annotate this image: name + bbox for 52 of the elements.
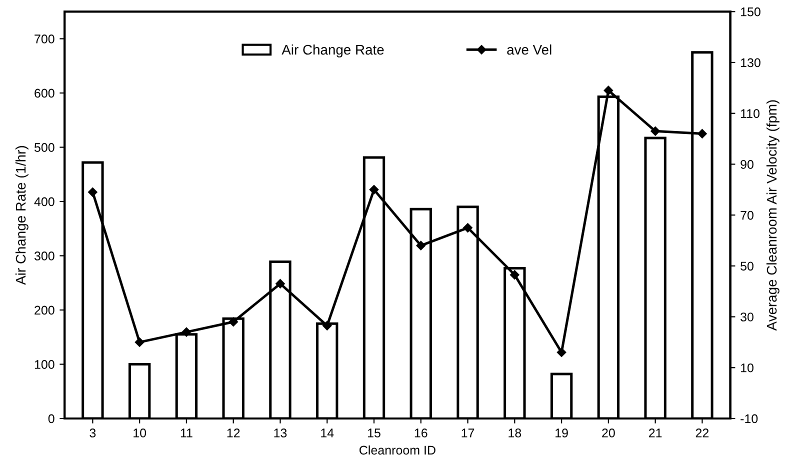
point bbox=[698, 129, 707, 138]
y2-tick-label: 30 bbox=[740, 312, 754, 322]
point bbox=[322, 321, 332, 330]
y2-tick-label: 130 bbox=[741, 58, 760, 68]
point bbox=[463, 223, 472, 232]
x-tick-label: 10 bbox=[134, 428, 146, 438]
legend-label: ave Vel bbox=[507, 44, 552, 55]
x-tick-label: 16 bbox=[414, 428, 428, 438]
y-tick-label: 400 bbox=[34, 197, 54, 206]
point bbox=[369, 185, 379, 194]
y-tick-label: 700 bbox=[34, 34, 54, 44]
y-tick-label: 100 bbox=[34, 360, 54, 369]
point bbox=[276, 279, 285, 288]
point bbox=[650, 126, 660, 136]
y2-tick-label: -10 bbox=[740, 414, 758, 424]
y2-tick-label: 50 bbox=[740, 262, 754, 271]
y-tick-label: 200 bbox=[34, 306, 54, 315]
x-tick-label: 21 bbox=[648, 428, 662, 438]
point bbox=[182, 327, 192, 337]
point bbox=[88, 188, 98, 197]
y-tick-label: 600 bbox=[34, 88, 54, 98]
x-tick-label: 20 bbox=[602, 428, 615, 438]
y2-tick-label: 10 bbox=[741, 363, 754, 372]
point bbox=[556, 348, 566, 358]
x-tick-label: 18 bbox=[508, 428, 522, 438]
bar bbox=[128, 363, 151, 418]
x-tick-label: 14 bbox=[321, 428, 334, 438]
y-tick-label: 500 bbox=[34, 143, 54, 152]
x-tick-label: 13 bbox=[274, 428, 287, 438]
x-tick-label: 3 bbox=[90, 428, 96, 438]
y2-tick-label: 90 bbox=[740, 160, 754, 169]
y-tick-label: 300 bbox=[34, 252, 54, 260]
y2-tick-label: 70 bbox=[740, 210, 754, 220]
y2-tick-label: 150 bbox=[741, 7, 760, 16]
x-axis-title: Cleanroom ID bbox=[360, 445, 436, 455]
x-tick-label: 22 bbox=[696, 428, 709, 438]
x-tick-label: 15 bbox=[368, 428, 380, 438]
bar bbox=[550, 372, 573, 418]
y2-tick-label: 110 bbox=[741, 109, 760, 118]
point bbox=[134, 338, 144, 347]
point bbox=[228, 317, 238, 326]
point bbox=[416, 240, 426, 250]
x-tick-label: 12 bbox=[227, 428, 240, 438]
y2-axis-title: Average Cleanroom Air Velocity (fpm) bbox=[766, 100, 780, 331]
y-axis-title: Air Change Rate (1/hr) bbox=[15, 146, 28, 285]
point bbox=[510, 270, 520, 280]
x-tick-label: 19 bbox=[556, 428, 568, 438]
point bbox=[604, 86, 614, 96]
x-tick-label: 17 bbox=[462, 428, 474, 438]
x-tick-label: 11 bbox=[180, 428, 192, 438]
y-tick-label: 0 bbox=[48, 414, 54, 424]
legend-label: Air Change Rate bbox=[282, 44, 384, 58]
